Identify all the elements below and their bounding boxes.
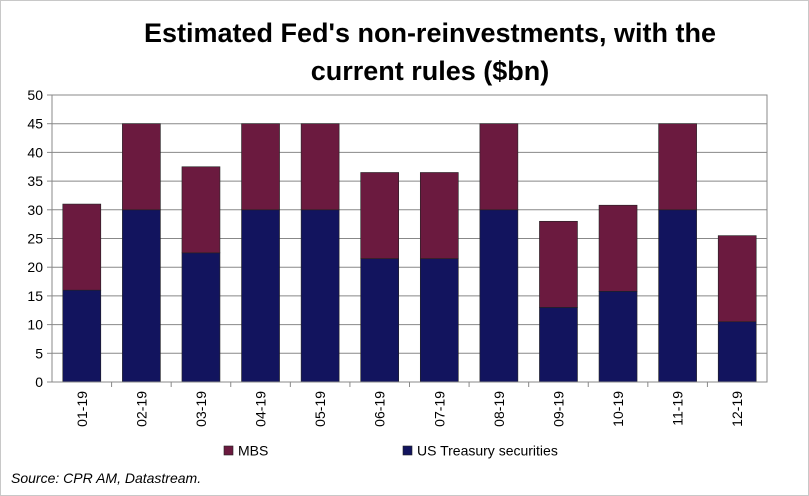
bar-us-treasury-securities bbox=[598, 291, 638, 383]
bar-us-treasury-securities bbox=[479, 209, 519, 383]
x-tick-label: 11-19 bbox=[670, 391, 686, 426]
legend: MBS US Treasury securities bbox=[223, 443, 558, 459]
axes: 0 5 10 15 20 25 30 35 40 45 50 01-19 02-19 03-19 04-19… bbox=[27, 87, 768, 427]
x-tick-label: 06-19 bbox=[372, 391, 388, 427]
bar-mbs bbox=[598, 204, 638, 292]
bar-mbs bbox=[479, 123, 519, 211]
y-tick-label: 15 bbox=[27, 288, 43, 304]
y-tick-label: 0 bbox=[35, 374, 43, 390]
bar-us-treasury-securities bbox=[360, 258, 400, 383]
x-tick-label: 07-19 bbox=[431, 391, 447, 427]
bar-us-treasury-securities bbox=[300, 209, 340, 383]
bar-us-treasury-securities bbox=[62, 289, 102, 383]
legend-swatch-mbs bbox=[223, 445, 234, 456]
legend-swatch-us-treasury-securities bbox=[402, 445, 413, 456]
chart-title-line-2: current rules ($bn) bbox=[310, 56, 550, 86]
chart-title: Estimated Fed's non-reinvestments, with … bbox=[40, 14, 809, 90]
x-tick-label: 05-19 bbox=[312, 391, 328, 427]
x-tick-label: 08-19 bbox=[491, 391, 507, 427]
x-tick-label: 09-19 bbox=[550, 391, 566, 427]
bar-mbs bbox=[539, 220, 578, 308]
x-tick-label: 12-19 bbox=[729, 391, 745, 427]
y-tick-label: 20 bbox=[27, 259, 43, 275]
bar-mbs bbox=[122, 123, 161, 211]
y-tick-label: 25 bbox=[27, 231, 43, 247]
legend-label-us-treasury-securities: US Treasury securities bbox=[417, 443, 558, 459]
bar-us-treasury-securities bbox=[539, 307, 578, 383]
bar-mbs bbox=[181, 166, 221, 254]
bar-mbs bbox=[717, 235, 757, 323]
bar-us-treasury-securities bbox=[658, 209, 697, 383]
bar-mbs bbox=[241, 123, 280, 211]
y-tick-label: 10 bbox=[27, 317, 43, 333]
x-tick-label: 10-19 bbox=[610, 391, 626, 427]
y-tick-label: 40 bbox=[27, 144, 43, 160]
x-tick-label: 01-19 bbox=[74, 391, 90, 427]
y-tick-label: 5 bbox=[35, 345, 43, 361]
y-tick-label: 30 bbox=[27, 202, 43, 218]
bars bbox=[62, 123, 757, 383]
bar-us-treasury-securities bbox=[419, 258, 459, 383]
y-tick-label: 50 bbox=[27, 87, 43, 103]
y-tick-label: 45 bbox=[27, 116, 43, 132]
x-tick-label: 03-19 bbox=[193, 391, 209, 427]
bar-us-treasury-securities bbox=[122, 209, 161, 383]
bar-us-treasury-securities bbox=[181, 252, 221, 383]
bar-mbs bbox=[360, 172, 400, 259]
bar-mbs bbox=[62, 203, 102, 291]
bar-mbs bbox=[300, 123, 340, 211]
bar-mbs bbox=[419, 172, 459, 259]
legend-label-mbs: MBS bbox=[238, 443, 268, 459]
chart-title-line-1: Estimated Fed's non-reinvestments, with … bbox=[143, 18, 717, 48]
bar-mbs bbox=[658, 123, 697, 211]
x-tick-label: 04-19 bbox=[253, 391, 269, 427]
source-note: Source: CPR AM, Datastream. bbox=[11, 470, 202, 486]
x-tick-label: 02-19 bbox=[133, 391, 149, 427]
y-tick-label: 35 bbox=[27, 173, 43, 189]
bar-us-treasury-securities bbox=[717, 321, 757, 383]
bar-us-treasury-securities bbox=[241, 209, 280, 383]
